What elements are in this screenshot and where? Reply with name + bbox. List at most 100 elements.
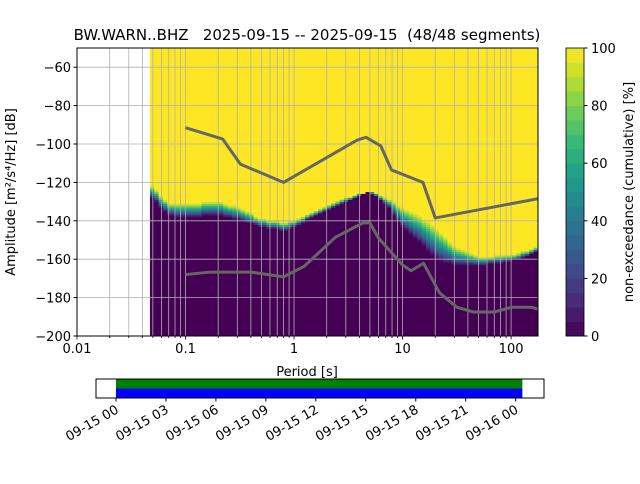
timeline-tick-label: 09-15 09 [213,403,271,445]
heatmap-cell [210,207,216,210]
heatmap-cell-high [382,48,388,198]
heatmap-cell [425,220,431,224]
heatmap-cell [395,209,401,212]
heatmap-cell [201,209,207,212]
heatmap-cell [171,211,177,214]
heatmap-cell [180,215,185,218]
heatmap-cell [214,205,220,208]
heatmap-cell [218,209,224,212]
heatmap-cell-low [244,222,250,336]
heatmap-cell [167,213,172,216]
heatmap-cell [244,211,250,214]
heatmap-cell [430,234,436,237]
heatmap-cell [447,259,453,262]
heatmap-cell [520,255,526,258]
heatmap-cell [240,209,246,212]
heatmap-cell [447,247,453,250]
heatmap-cell [443,241,448,245]
heatmap-cell-low [300,222,306,336]
heatmap-cell-low [227,216,233,336]
heatmap-cell [464,257,470,260]
heatmap-cell-low [486,263,492,336]
heatmap-cell [236,213,241,216]
heatmap-cell [378,195,384,199]
heatmap-cell [158,203,164,206]
heatmap-cell [425,243,431,247]
heatmap-cell [412,228,418,231]
heatmap-cell-low [167,215,172,336]
heatmap-cell [231,216,237,220]
heatmap-cell [460,251,466,254]
heatmap-cell [430,247,436,250]
heatmap-cell [499,261,505,264]
heatmap-cell [430,230,436,233]
heatmap-cell [473,261,479,264]
heatmap-cell [283,224,289,227]
heatmap-cell [421,232,427,235]
timeline-tick-label: 09-16 00 [463,403,521,445]
heatmap-cell [490,261,496,264]
heatmap-cell [469,259,474,262]
heatmap-cell [438,251,444,254]
heatmap-cell [443,255,448,258]
heatmap-cell [412,222,418,225]
heatmap-cell [193,213,198,216]
heatmap-cell [460,257,466,260]
heatmap-cell [296,220,302,224]
x-tick-label: 10 [394,342,411,357]
heatmap-cell [486,261,492,264]
colorbar-segment [566,235,584,250]
heatmap-cell [430,243,436,247]
heatmap-cell [408,213,414,216]
heatmap-cell [477,257,483,260]
y-tick-label: −180 [35,292,71,307]
heatmap-cell-high [313,48,319,212]
heatmap-cell-high [287,48,293,221]
heatmap-cell [412,224,418,227]
heatmap-cell [447,261,453,264]
heatmap-cell [309,215,315,218]
x-axis-label: Period [s] [276,365,338,380]
heatmap-cell [417,226,423,229]
heatmap-cell [348,197,354,200]
heatmap-cell [499,259,505,262]
y-tick-label: −100 [35,138,71,153]
heatmap-cell-high [391,48,397,202]
heatmap-cell [447,253,453,256]
heatmap-cell [158,195,164,199]
timeline-tick-label: 09-15 15 [313,403,371,445]
heatmap-cell [214,207,220,210]
heatmap-cell-low [197,216,203,336]
timeline-tick-label: 09-15 18 [363,403,421,445]
heatmap-cell [279,228,285,231]
heatmap-cell [205,207,211,210]
heatmap-cell-low [283,230,289,336]
heatmap-cell-high [227,48,233,206]
heatmap-cell-high [180,48,185,204]
heatmap-cell [184,215,190,218]
heatmap-cell [188,209,194,212]
heatmap-cell [352,195,358,199]
heatmap-cell [404,220,410,224]
heatmap-cell [404,215,410,218]
heatmap-cell-low [193,216,198,336]
heatmap-cell [205,213,211,216]
heatmap-cell-high [331,48,336,204]
heatmap-cell [331,203,336,206]
heatmap-cell [464,261,470,264]
heatmap-cell [210,205,216,208]
heatmap-cell-low [249,222,254,336]
plot-frame [76,47,539,337]
heatmap-cell-low [348,199,354,336]
colorbar-segment [566,307,584,322]
heatmap-cell-high [516,48,522,254]
heatmap-cell [494,259,500,262]
heatmap-cell [201,203,207,206]
heatmap-cell [171,203,177,206]
heatmap-cell [494,255,500,258]
heatmap-cell [257,220,263,224]
heatmap-cell [162,203,168,206]
heatmap-cell [266,220,272,224]
heatmap-cell-low [378,199,384,336]
